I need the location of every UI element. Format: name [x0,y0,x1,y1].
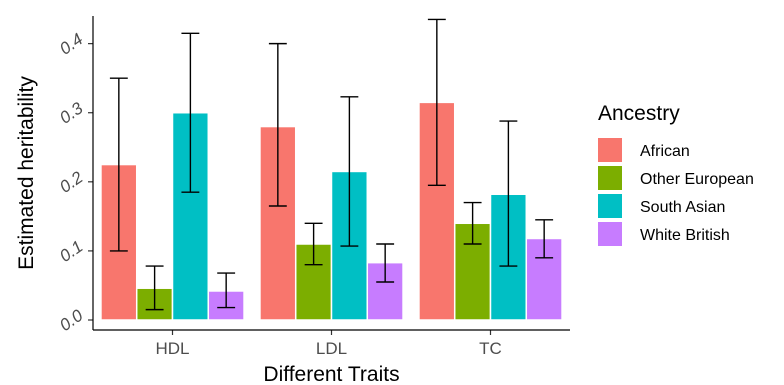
plot-area [100,18,563,321]
y-tick-label: 0.0 [56,306,87,335]
legend-label-south-asian: South Asian [640,199,725,216]
x-axis-ticks: HDL LDL TC [155,330,502,358]
error-bar-african-hdl [109,77,128,252]
legend-key-other-european [598,166,622,190]
legend-title: Ancestry [598,102,680,125]
x-tick-label-tc: TC [479,339,502,358]
error-bar-white-british-tc [535,219,554,259]
legend: Ancestry African Other European South Asia… [598,102,754,246]
x-tick-label-ldl: LDL [316,339,347,358]
error-bar-south-asian-ldl [340,96,359,247]
legend-key-white-british [598,222,622,246]
error-bar-south-asian-tc [499,120,518,267]
y-tick-label: 0.2 [56,167,87,196]
legend-label-white-british: White British [640,227,730,244]
error-bar-south-asian-hdl [181,32,200,193]
y-axis-title: Estimated heritability [15,76,38,270]
legend-key-south-asian [598,194,622,218]
y-tick-label: 0.3 [56,98,87,127]
x-axis-title: Different Traits [263,363,399,385]
error-bar-other-european-hdl [145,265,164,311]
error-bar-other-european-ldl [304,222,323,266]
error-bar-african-ldl [268,42,287,207]
error-bar-white-british-hdl [217,272,236,309]
legend-key-african [598,138,622,162]
y-tick-label: 0.4 [56,29,86,58]
error-bar-other-european-tc [463,201,482,245]
y-tick-label: 0.1 [56,237,86,266]
y-axis-ticks: 0.0 0.1 0.2 0.3 0.4 [56,29,93,335]
error-bar-white-british-ldl [376,243,395,283]
error-bar-african-tc [427,18,446,186]
x-tick-label-hdl: HDL [155,339,189,358]
legend-label-other-european: Other European [640,171,754,188]
legend-label-african: African [640,143,690,160]
